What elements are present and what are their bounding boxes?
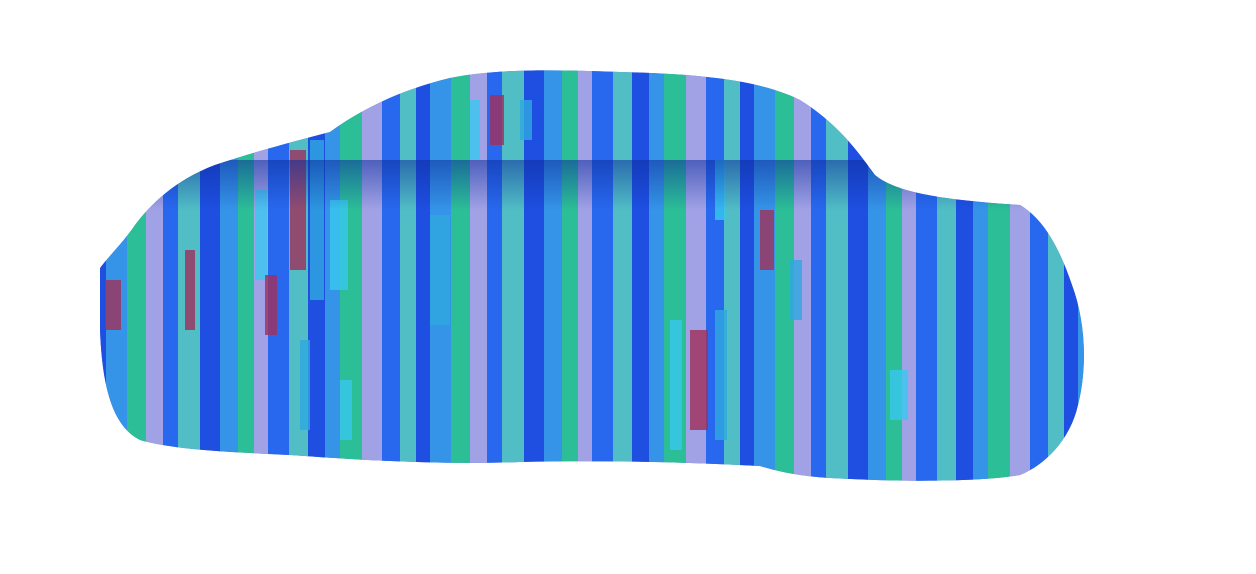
stripe — [544, 70, 562, 481]
stripe — [956, 70, 973, 481]
stripe — [1064, 70, 1078, 481]
stripe — [451, 70, 470, 481]
stripe — [988, 70, 1010, 481]
glitch-patch — [490, 95, 504, 145]
stripe-field — [100, 60, 1118, 500]
stripe — [916, 70, 937, 481]
stripe — [562, 70, 578, 481]
stripe — [868, 70, 886, 481]
stripe — [886, 70, 902, 481]
stripe — [902, 70, 916, 481]
car-body — [100, 60, 1118, 500]
stripe — [163, 70, 178, 481]
stripe — [362, 70, 382, 481]
glitch-patch — [760, 210, 774, 270]
stripe — [1099, 60, 1118, 500]
glitch-patch — [715, 310, 727, 440]
glitch-patch — [105, 280, 121, 330]
stripe — [382, 70, 400, 481]
stripe — [826, 70, 848, 481]
stripe — [592, 70, 613, 481]
stripe — [1048, 70, 1064, 481]
glitch-patch — [185, 250, 195, 330]
stripe — [146, 70, 163, 481]
roofline-shadow — [150, 160, 1050, 210]
glitch-patch — [470, 100, 480, 160]
stripe — [937, 70, 956, 481]
stripe — [1078, 70, 1084, 481]
stripe — [686, 70, 706, 481]
stripe — [578, 70, 592, 481]
stripe — [200, 70, 220, 481]
stripe — [100, 70, 106, 481]
stripe — [238, 70, 254, 481]
stripe — [220, 70, 238, 481]
stripe — [127, 70, 146, 481]
stripe — [811, 70, 826, 481]
stripe — [400, 70, 416, 481]
stripe — [632, 70, 649, 481]
stripe — [613, 70, 632, 481]
glitch-patch — [890, 370, 908, 420]
stripe — [416, 70, 430, 481]
stripe — [1010, 70, 1030, 481]
stripe — [848, 70, 868, 481]
stripe — [1030, 70, 1048, 481]
stripe — [754, 70, 775, 481]
glitch-patch — [430, 215, 450, 325]
glitch-patch — [670, 320, 682, 450]
glitch-patch — [300, 340, 310, 430]
glitch-patch — [690, 330, 708, 430]
glitch-patch — [790, 260, 802, 320]
stripe — [740, 70, 754, 481]
stripe — [973, 70, 988, 481]
glitch-patch — [330, 200, 348, 290]
stripe — [289, 70, 308, 481]
glitch-patch — [265, 275, 277, 335]
glitch-patch — [520, 100, 532, 140]
glitch-patch — [255, 190, 267, 280]
stripe — [649, 70, 664, 481]
glitch-patch — [340, 380, 352, 440]
